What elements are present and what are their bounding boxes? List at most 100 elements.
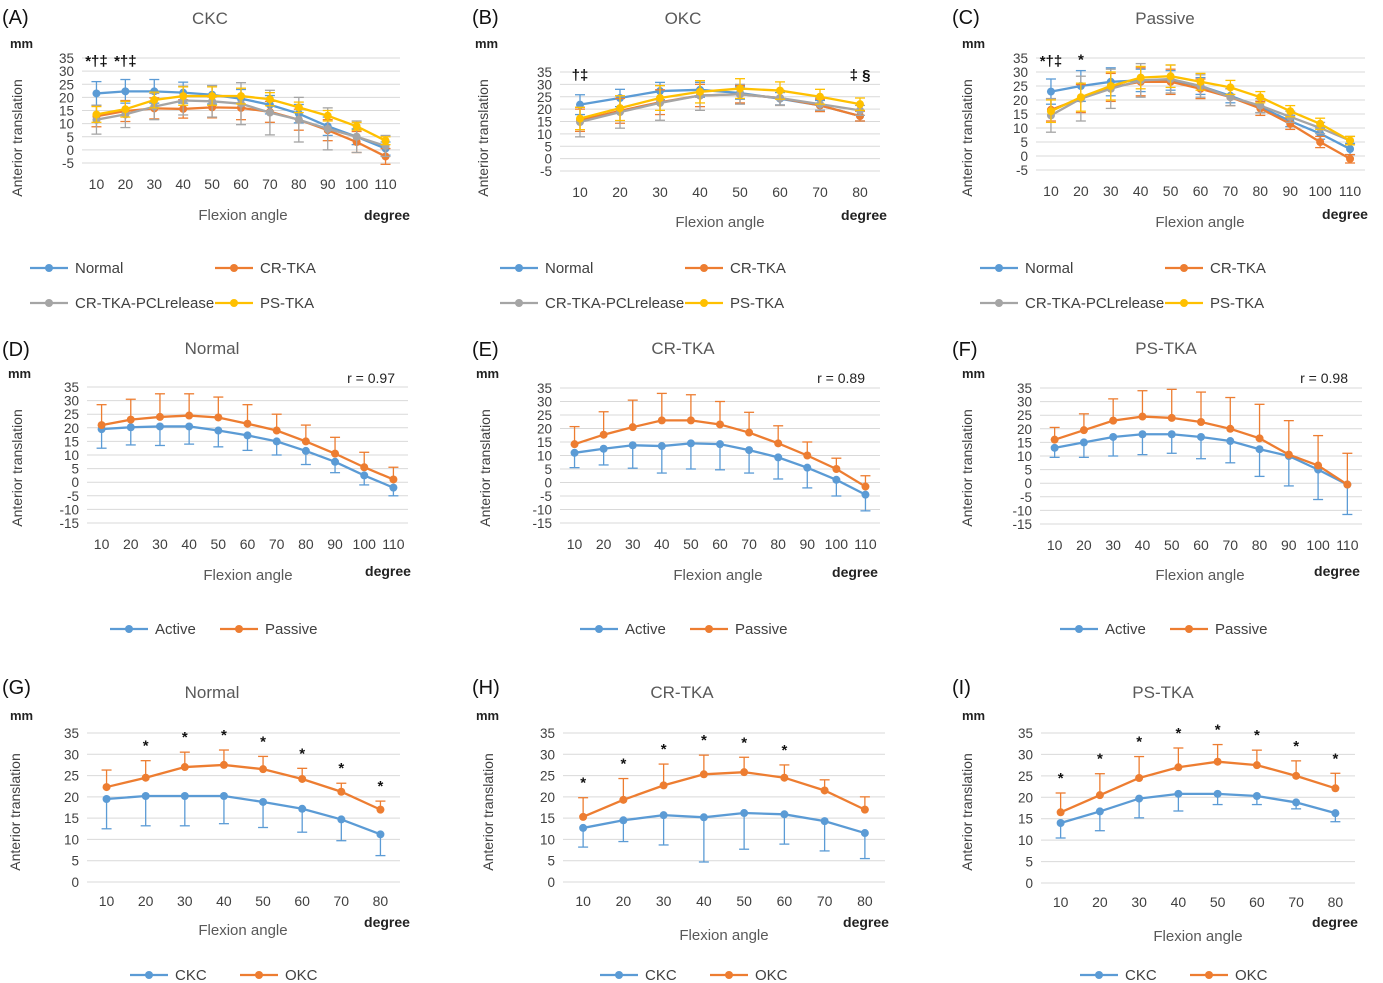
data-point bbox=[141, 792, 150, 801]
y-tick-label: 25 bbox=[540, 769, 555, 784]
data-point bbox=[716, 440, 724, 449]
legend-marker bbox=[230, 264, 238, 272]
y-tick-label: 10 bbox=[59, 117, 74, 132]
significance-marker: * bbox=[701, 732, 707, 749]
data-point bbox=[1286, 107, 1295, 116]
significance-marker: * bbox=[221, 727, 227, 744]
y-tick-label: 20 bbox=[59, 90, 74, 105]
x-tick-label: 40 bbox=[654, 536, 670, 552]
data-point bbox=[1226, 424, 1235, 433]
y-tick-label: 0 bbox=[1024, 476, 1032, 491]
data-point bbox=[237, 92, 245, 101]
data-point bbox=[1109, 416, 1118, 425]
data-point bbox=[180, 792, 189, 801]
x-tick-label: 20 bbox=[1076, 537, 1092, 553]
series-ps-tka bbox=[575, 78, 865, 131]
panel-label: (D) bbox=[2, 339, 30, 361]
y-tick-label: 35 bbox=[59, 51, 74, 66]
y-tick-label: 20 bbox=[1017, 422, 1032, 437]
x-tick-label: 100 bbox=[825, 536, 849, 552]
x-tick-label: 40 bbox=[1171, 894, 1187, 910]
x-tick-label: 80 bbox=[852, 184, 868, 200]
data-point bbox=[570, 440, 579, 449]
x-axis-label: Flexion angle bbox=[1153, 928, 1242, 945]
y-axis-unit: mm bbox=[962, 708, 985, 723]
x-tick-label: 10 bbox=[94, 536, 110, 552]
legend-label: CKC bbox=[175, 967, 207, 983]
data-point bbox=[126, 415, 135, 424]
x-tick-label: 40 bbox=[1135, 537, 1151, 553]
legend-label: CKC bbox=[1125, 967, 1157, 983]
data-point bbox=[576, 114, 584, 123]
data-point bbox=[360, 463, 369, 472]
data-point bbox=[656, 93, 664, 102]
x-tick-label: 60 bbox=[772, 184, 788, 200]
data-point bbox=[1255, 434, 1264, 443]
x-tick-label: 10 bbox=[567, 536, 583, 552]
data-point bbox=[696, 87, 704, 96]
data-point bbox=[832, 475, 841, 484]
x-tick-label: 80 bbox=[857, 893, 873, 909]
data-point bbox=[774, 453, 783, 462]
significance-marker: * bbox=[1175, 725, 1181, 742]
legend-marker bbox=[515, 264, 523, 272]
significance-marker: * bbox=[299, 745, 305, 762]
data-point bbox=[774, 439, 783, 448]
data-point bbox=[1213, 789, 1222, 798]
data-point bbox=[185, 411, 194, 420]
legend-marker bbox=[995, 264, 1003, 272]
y-tick-label: 30 bbox=[64, 394, 79, 409]
y-tick-label: 35 bbox=[1018, 726, 1033, 741]
data-point bbox=[1226, 83, 1235, 92]
y-tick-label: 30 bbox=[59, 64, 74, 79]
y-tick-label: 5 bbox=[71, 462, 79, 477]
y-axis-unit: mm bbox=[476, 708, 499, 723]
x-tick-label: 40 bbox=[175, 176, 191, 192]
legend-marker bbox=[1180, 299, 1188, 307]
x-tick-label: 20 bbox=[596, 536, 612, 552]
x-tick-label: 70 bbox=[262, 176, 278, 192]
data-point bbox=[259, 797, 268, 806]
data-point bbox=[861, 482, 870, 491]
data-point bbox=[265, 95, 274, 104]
y-tick-label: 10 bbox=[537, 449, 552, 464]
x-axis-unit: degree bbox=[364, 914, 410, 930]
series-okc bbox=[1055, 743, 1341, 817]
panel-label: (H) bbox=[472, 677, 500, 699]
data-point bbox=[298, 774, 307, 783]
data-point bbox=[360, 471, 369, 480]
series-active bbox=[96, 422, 399, 497]
legend-marker bbox=[45, 299, 53, 307]
x-tick-label: 70 bbox=[812, 184, 828, 200]
data-point bbox=[599, 444, 608, 453]
significance-marker: * bbox=[1254, 727, 1260, 744]
data-point bbox=[1106, 82, 1115, 90]
data-point bbox=[121, 87, 130, 96]
data-point bbox=[1136, 73, 1145, 82]
x-tick-label: 50 bbox=[255, 893, 271, 909]
chart-title: CKC bbox=[192, 9, 228, 28]
y-tick-label: 25 bbox=[59, 77, 74, 92]
legend-marker bbox=[145, 971, 153, 979]
y-tick-label: 10 bbox=[537, 127, 552, 142]
legend-label: Active bbox=[1105, 621, 1146, 638]
y-tick-label: 30 bbox=[537, 395, 552, 410]
significance-marker: *†‡ bbox=[85, 53, 108, 70]
x-tick-label: 50 bbox=[204, 176, 220, 192]
data-point bbox=[1135, 774, 1144, 782]
data-point bbox=[92, 110, 101, 119]
data-point bbox=[803, 463, 812, 472]
series-active bbox=[569, 439, 871, 512]
y-axis-label: Anterior translation bbox=[959, 753, 975, 871]
y-tick-label: 35 bbox=[64, 380, 79, 395]
data-point bbox=[820, 817, 829, 826]
panel-label: (E) bbox=[472, 339, 499, 361]
y-tick-label: 30 bbox=[537, 77, 552, 92]
data-point bbox=[102, 794, 111, 803]
data-point bbox=[331, 449, 340, 458]
significance-marker: * bbox=[1078, 52, 1084, 69]
significance-marker: * bbox=[1136, 734, 1142, 751]
chart-title: PS-TKA bbox=[1132, 683, 1194, 702]
y-tick-label: 30 bbox=[64, 747, 79, 762]
